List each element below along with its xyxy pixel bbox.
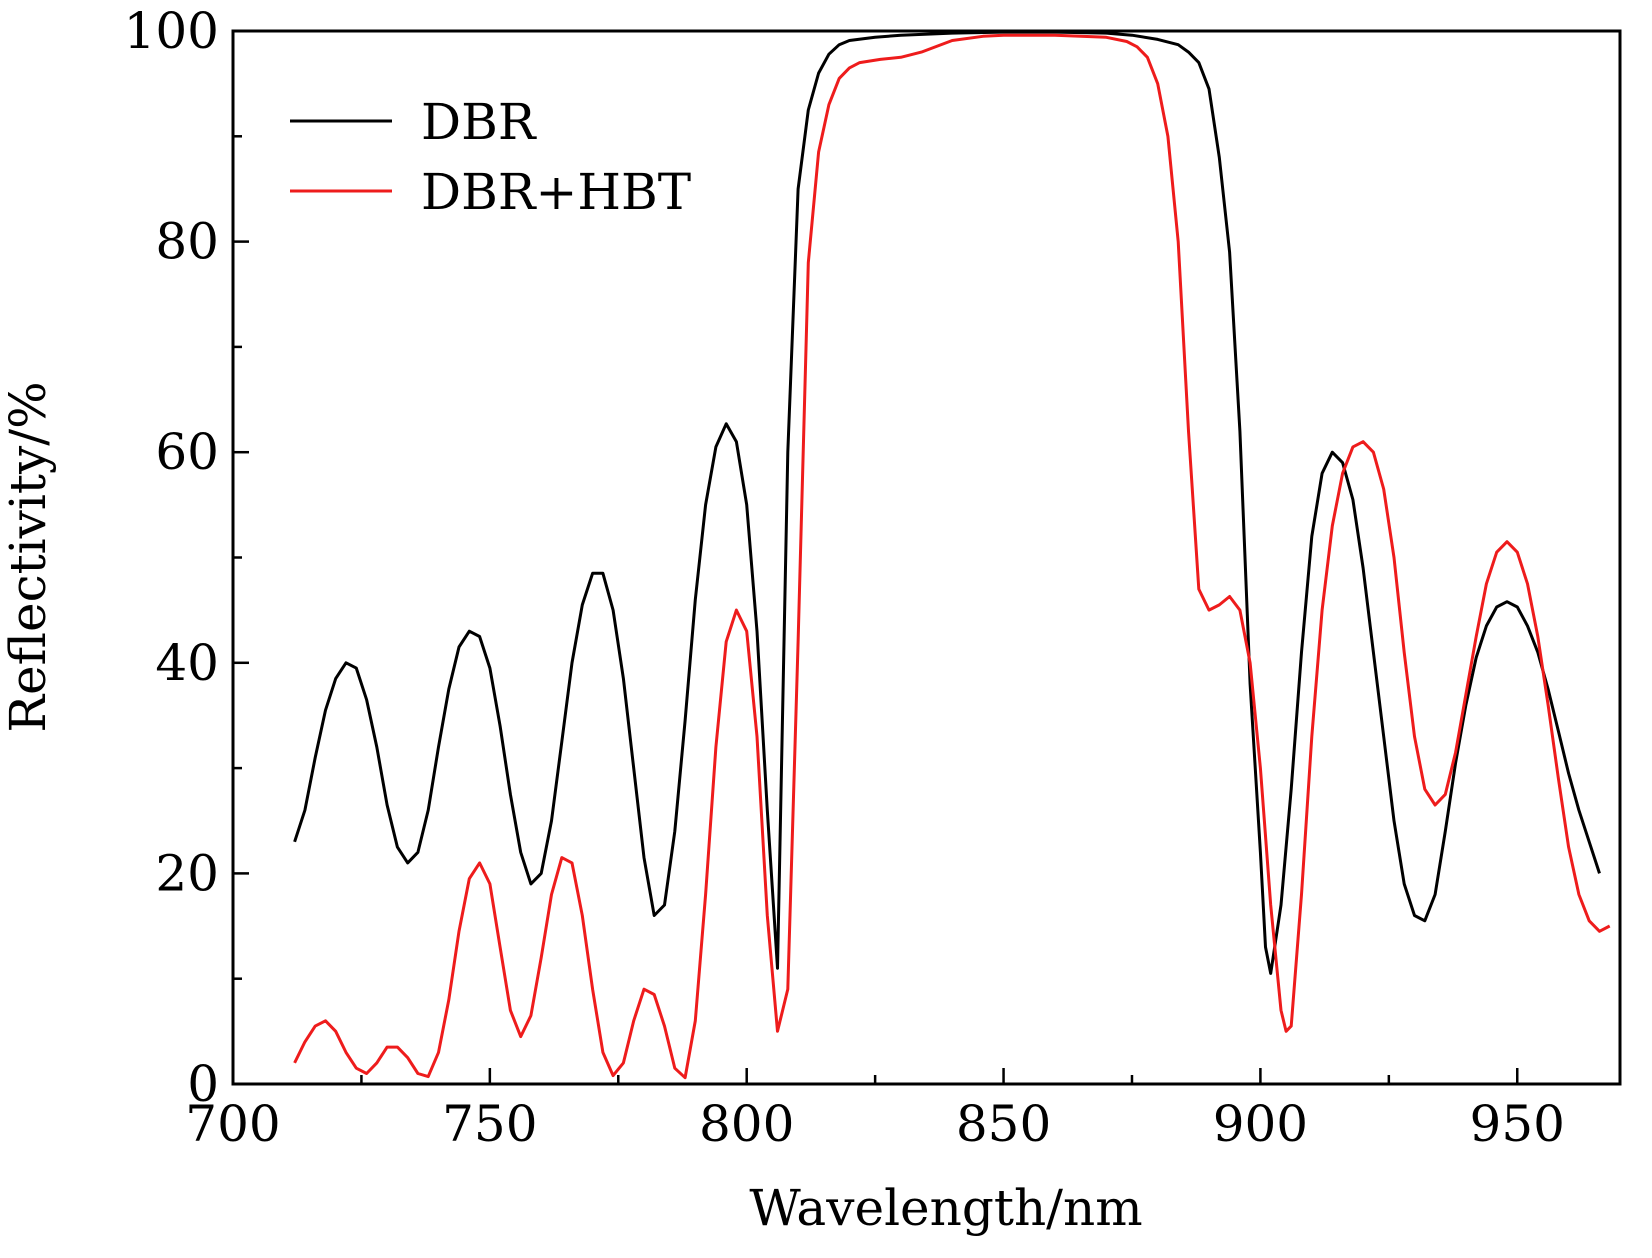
x-tick-label: 700 bbox=[185, 1095, 280, 1153]
y-tick-label: 40 bbox=[155, 634, 219, 692]
x-tick-label: 800 bbox=[699, 1095, 794, 1153]
ticks-layer bbox=[231, 29, 1519, 1086]
series-layer bbox=[293, 30, 1611, 1080]
tick-labels-layer: 700 750 800 850 900 950 0 20 40 60 80 100 bbox=[124, 2, 1565, 1153]
legend: DBR DBR+HBT bbox=[290, 93, 691, 221]
y-tick-label: 0 bbox=[187, 1055, 219, 1113]
y-tick-label: 20 bbox=[155, 844, 219, 902]
y-tick-label: 100 bbox=[124, 2, 219, 60]
y-axis-title: Reflectivity/% bbox=[0, 381, 57, 732]
x-axis-title: Wavelength/nm bbox=[749, 1179, 1142, 1237]
x-tick-label: 900 bbox=[1213, 1095, 1308, 1153]
series-line-dbr-hbt bbox=[293, 33, 1611, 1080]
y-tick-label: 60 bbox=[155, 423, 219, 481]
legend-label-dbr-hbt: DBR+HBT bbox=[421, 163, 691, 221]
x-tick-label: 750 bbox=[442, 1095, 537, 1153]
x-tick-label: 850 bbox=[956, 1095, 1051, 1153]
y-tick-label: 80 bbox=[155, 213, 219, 271]
legend-label-dbr: DBR bbox=[421, 93, 537, 151]
x-tick-label: 950 bbox=[1470, 1095, 1565, 1153]
series-line-dbr bbox=[293, 30, 1601, 975]
